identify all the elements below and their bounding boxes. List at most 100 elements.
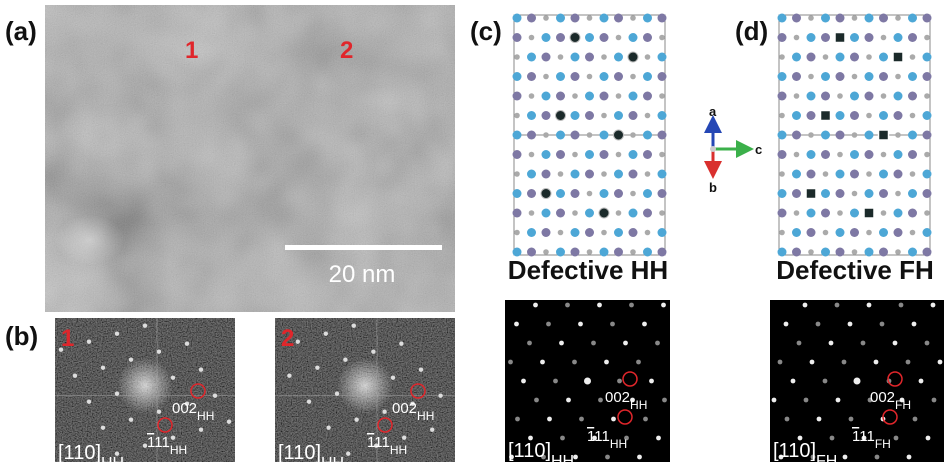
diffraction-spot [560,436,565,441]
label-sub: HH [610,437,627,451]
atom [807,150,816,159]
atom [542,228,551,237]
atom [556,33,565,42]
scale-bar [285,245,442,250]
fft-spot [438,393,442,397]
atom [543,249,549,255]
atom [529,35,535,41]
atom [542,111,551,120]
atom [543,74,549,80]
atom [630,191,636,197]
label-main: [110] [508,440,551,462]
atom [558,54,564,60]
atom [807,92,816,101]
atom [645,230,651,236]
atom [850,92,859,101]
label-sub: HH [417,409,434,423]
atom [837,93,843,99]
atom [923,111,932,120]
region-label: 1 [185,37,198,64]
atom [792,189,801,198]
fft-spot [399,341,403,345]
atom [527,189,536,198]
atom [807,209,816,218]
diffraction-spot [584,378,591,385]
fft-spot [87,339,91,343]
diffraction-spot [842,360,847,365]
fft-spot [157,349,161,353]
atom [571,72,580,81]
atom [643,33,652,42]
atom [587,249,593,255]
diffraction-spot [926,436,931,441]
atom [585,92,594,101]
atom [823,230,829,236]
diffraction-spot [912,322,917,327]
diffraction-spot [623,341,628,346]
atom [866,230,872,236]
diffraction-spot [906,360,911,365]
atom [821,150,830,159]
atom [587,132,593,138]
label-main: 11 [859,428,875,445]
defect-atom [556,111,566,121]
atom [852,249,858,255]
atom [571,131,580,140]
atom [601,113,607,119]
panel-label: (b) [5,321,38,351]
atom [852,15,858,21]
diffraction-spot [578,322,583,327]
diffraction-spot [661,303,666,308]
atom [585,111,594,120]
fft-spot [335,391,339,395]
defect-atom [541,189,551,199]
diffraction-spot [925,341,930,346]
atom [778,150,787,159]
atom [865,189,874,198]
atom [836,53,845,62]
diffraction-spot [874,360,879,365]
diffraction-spot [521,379,526,384]
atom [879,228,888,237]
fft-spot [296,339,300,343]
diffraction-spot [849,417,854,422]
atom [527,170,536,179]
atom [513,209,522,218]
atom [879,53,888,62]
atom [821,33,830,42]
atom [821,189,830,198]
atom [658,131,667,140]
atom [850,150,859,159]
atom [881,152,887,158]
atom [881,93,887,99]
atom [836,72,845,81]
atom [616,210,622,216]
atom [865,92,874,101]
fft-spot [115,331,119,335]
atom [543,15,549,21]
atom [894,170,903,179]
atom [792,228,801,237]
diffraction-spot [662,398,667,403]
fft-spot [199,367,203,371]
diffraction-spot [597,303,602,308]
atom [792,131,801,140]
atom [616,93,622,99]
atom [821,92,830,101]
diffraction-spot [649,379,654,384]
defect-atom [806,189,816,199]
atom [908,14,917,23]
diffraction-spot [880,322,885,327]
atom [910,171,916,177]
atom [601,230,607,236]
atom [908,92,917,101]
atom [836,170,845,179]
atom [659,35,665,41]
axis-label: b [709,180,717,195]
atom [659,210,665,216]
atom [823,54,829,60]
fft-spot [101,365,105,369]
atom [513,150,522,159]
atom [585,228,594,237]
fft-spot [419,367,423,371]
